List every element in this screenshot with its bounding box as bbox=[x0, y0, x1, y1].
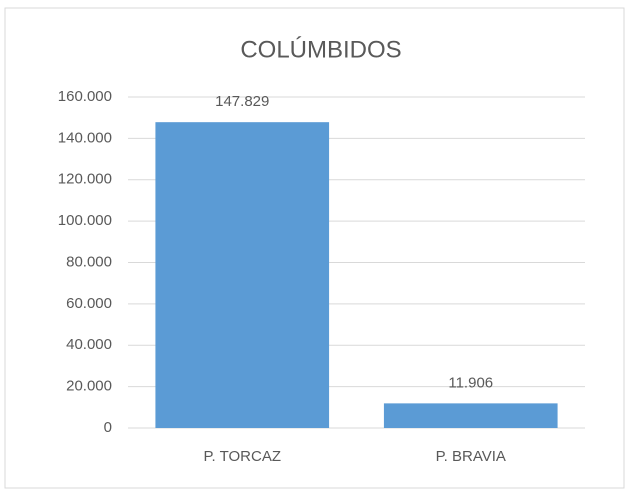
y-tick-label: 100.000 bbox=[58, 212, 112, 229]
y-tick-label: 120.000 bbox=[58, 171, 112, 188]
value-label: 147.829 bbox=[215, 93, 269, 110]
x-tick-label: P. TORCAZ bbox=[203, 448, 281, 465]
y-tick-label: 80.000 bbox=[66, 253, 112, 270]
y-tick-label: 20.000 bbox=[66, 378, 112, 395]
y-tick-label: 160.000 bbox=[58, 88, 112, 105]
y-tick-label: 140.000 bbox=[58, 129, 112, 146]
x-tick-label: P. BRAVIA bbox=[436, 448, 506, 465]
y-tick-label: 40.000 bbox=[66, 336, 112, 353]
bar bbox=[155, 122, 330, 428]
y-tick-label: 0 bbox=[104, 419, 112, 436]
y-tick-label: 60.000 bbox=[66, 295, 112, 312]
chart-title: COLÚMBIDOS bbox=[240, 36, 401, 63]
value-label: 11.906 bbox=[448, 374, 493, 391]
bar bbox=[383, 403, 558, 428]
